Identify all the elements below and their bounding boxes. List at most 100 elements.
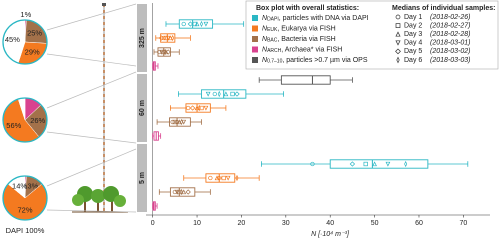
legend-marker [395,14,401,20]
pie-outline [2,19,48,65]
day-date: (2018-03-02) [430,48,470,55]
depth-label: 60 m [139,100,146,116]
day-median [203,105,209,111]
pie-label: 72% [17,206,32,215]
legend-marker [395,31,401,37]
legend-marker [396,56,400,64]
day-median [180,188,183,196]
pie-label: 29% [25,48,40,57]
legend-swatch [252,57,258,63]
day-median [199,105,204,111]
legend-swatch [252,25,258,32]
legend-entry: NARCH, Archaea* via FISH [262,46,342,54]
pie-outline [2,175,48,221]
legend-box [245,0,499,70]
day-label: Day 5 [404,48,422,55]
day-label: Day 2 [404,22,422,29]
day-label: Day 3 [404,31,422,38]
day-date: (2018-03-03) [430,57,470,64]
day-median [187,21,194,27]
day-median [165,49,171,55]
pie-label: 14% [12,181,27,190]
legend-marker [395,48,401,55]
pie-label: 1% [20,10,31,19]
day-median [349,161,356,167]
x-tick-label: 0 [151,220,155,227]
day-median [180,118,183,126]
day-label: Day 1 [404,14,422,21]
day-median [234,91,240,97]
pie-caption: DAPI 100% [6,226,45,235]
x-tick-label: 30 [282,220,290,227]
legend-symbol: N [262,25,268,32]
legend-symbol: N [262,15,268,22]
legend-entry: NBAC, Bacteria via FISH [262,36,336,44]
day-median [174,119,180,125]
x-tick-label: 40 [326,220,334,227]
day-median [223,91,229,97]
legend-sub: ARCH [267,48,282,54]
pie-label: 56% [6,121,21,130]
day-median [163,49,169,55]
pie-label: 45% [5,35,20,44]
day-median [205,91,211,97]
x-tick-label: 50 [371,220,379,227]
days-title: Medians of individual samples: [392,5,495,12]
day-median [372,161,377,167]
box [329,159,429,169]
day-median [404,160,408,168]
day-label: Day 4 [404,40,422,47]
day-median [171,34,175,42]
day-median [235,174,239,182]
legend-sub: EUK [267,27,278,33]
day-median [310,161,315,167]
pie-label: 13% [23,182,38,191]
x-tick-label: 10 [193,220,201,227]
connectors [46,3,137,213]
trees [72,186,128,213]
day-median [189,105,196,111]
legend-swatch [252,46,258,53]
pie-outline [2,97,48,143]
pie-label: 25% [27,29,42,38]
day-median [197,104,201,112]
day-median [363,161,368,167]
x-tick-label: 20 [238,220,246,227]
day-median [203,21,209,27]
mooring [102,3,106,212]
depth-bar [137,74,147,142]
legend-desc: , Archaea* via FISH [281,46,342,53]
day-median [214,175,220,181]
x-axis-label: N [·10⁴ m⁻³] [311,231,350,238]
day-median [217,90,221,98]
legend-symbol: N [262,36,268,43]
legend-entry: N0.7–10, particles >0.7 µm via OPS [262,57,368,65]
day-median [172,119,178,125]
depth-bar [137,144,147,212]
depth-label: 325 m [139,28,146,48]
legend-symbol: N [262,46,268,53]
legend-entry: NDAPI, particles with DNA via DAPI [262,15,369,23]
legend-swatch [252,36,258,42]
legend-desc: , Bacteria via FISH [277,36,335,43]
day-median [158,35,165,41]
legend-marker [395,40,401,46]
day-median [163,48,167,56]
legend-symbol: N [262,57,268,64]
day-date: (2018-02-27) [430,22,470,29]
day-median [174,189,180,195]
legend-desc: , particles >0.7 µm via OPS [282,57,367,64]
day-median [212,91,217,97]
day-median [200,20,203,28]
day-median [177,189,182,195]
day-label: Day 6 [404,57,422,64]
day-median [194,21,200,27]
legend-entry: NEUK, Eukarya via FISH [262,25,336,33]
day-median [159,49,164,55]
day-median [172,189,178,195]
day-median [385,161,391,167]
day-date: (2018-03-01) [430,40,470,47]
legend: Box plot with overall statistics:NDAPI, … [252,5,495,65]
